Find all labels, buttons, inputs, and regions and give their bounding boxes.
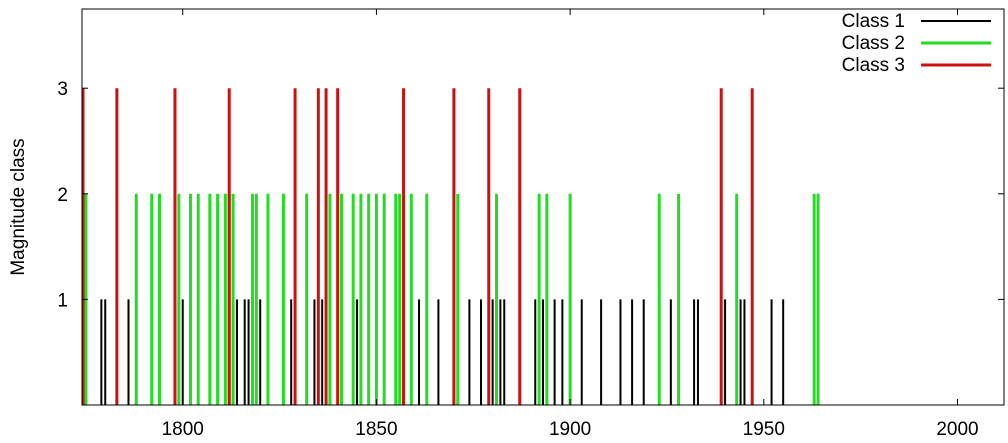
plot-frame: [81, 8, 1005, 406]
x-tick-label: 1800: [162, 419, 204, 440]
legend-item-class-1: Class 1: [842, 11, 991, 32]
x-tick-label: 1900: [549, 419, 591, 440]
series-class-1: [100, 299, 785, 405]
legend-label: Class 1: [842, 11, 905, 32]
y-tick-label: 3: [57, 79, 68, 100]
axis-ticks: 1800 1850 1900 1950 2000 1 2 3: [57, 9, 1004, 440]
x-tick-label: 1850: [355, 419, 397, 440]
series-class-3: [81, 88, 754, 405]
series-class-2: [84, 193, 820, 405]
y-tick-label: 2: [57, 185, 68, 206]
legend-item-class-2: Class 2: [842, 33, 991, 54]
y-axis-label: Magnitude class: [8, 138, 29, 275]
legend-label: Class 3: [842, 55, 905, 76]
event-bars: [81, 88, 820, 405]
x-tick-label: 1950: [743, 419, 785, 440]
y-tick-label: 1: [57, 290, 68, 311]
legend-item-class-3: Class 3: [842, 55, 991, 76]
x-tick-label: 2000: [936, 419, 978, 440]
legend-label: Class 2: [842, 33, 905, 54]
